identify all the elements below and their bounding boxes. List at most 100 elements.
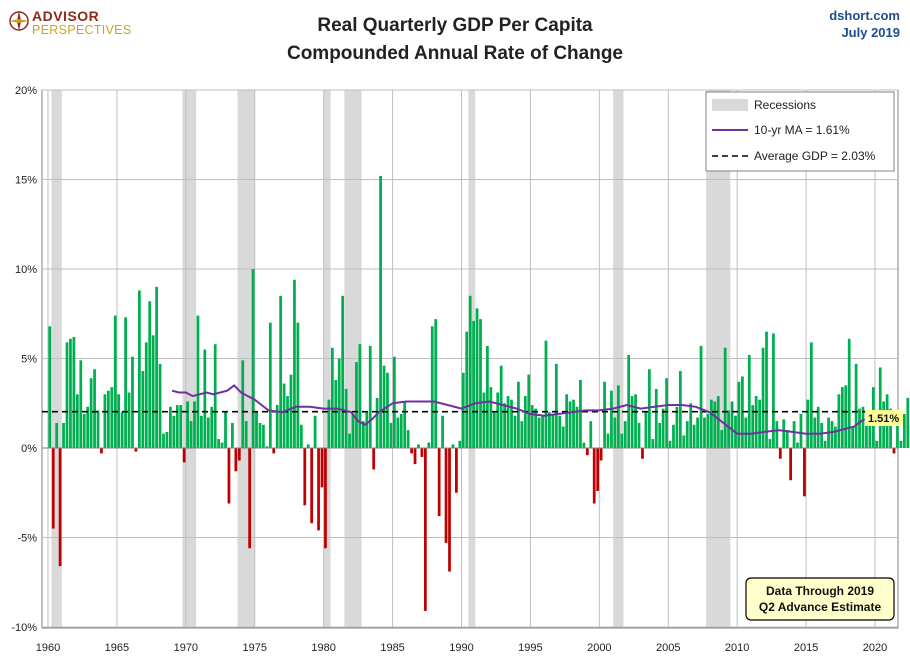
x-tick-label: 1985: [380, 642, 404, 654]
gdp-bar: [861, 406, 865, 448]
gdp-bar: [713, 401, 717, 448]
gdp-bar: [317, 448, 320, 531]
gdp-bar: [179, 405, 183, 448]
gdp-bar: [630, 396, 634, 448]
gdp-bar: [182, 448, 186, 463]
gdp-bar: [299, 424, 303, 448]
gdp-bar: [858, 408, 861, 448]
gdp-bar: [220, 442, 224, 448]
y-axis-ticks: -10% -5% 0% 5% 10% 15% 20%: [11, 85, 37, 634]
gdp-bar: [844, 385, 848, 448]
gdp-bar: [596, 448, 600, 491]
y-tick-label: 5%: [21, 354, 37, 366]
gdp-bar: [834, 426, 837, 448]
x-tick-label: 1995: [518, 642, 542, 654]
gdp-bar: [603, 381, 606, 448]
gdp-bar: [468, 295, 472, 448]
gdp-bar: [169, 406, 172, 448]
gdp-bar: [96, 410, 100, 448]
x-tick-label: 2005: [656, 642, 680, 654]
logo-line1: ADVISOR: [32, 8, 100, 24]
gdp-bar: [710, 399, 713, 448]
gdp-bar: [486, 345, 489, 448]
gdp-bar: [641, 448, 644, 459]
gdp-bar: [244, 421, 248, 448]
gdp-bar: [823, 440, 827, 448]
gdp-bar: [368, 345, 372, 448]
gdp-bar: [251, 269, 255, 448]
gdp-bar: [565, 394, 569, 448]
gdp-bar: [530, 405, 534, 448]
gdp-bar: [420, 448, 424, 457]
gdp-bar: [668, 440, 672, 448]
gdp-bar: [324, 448, 327, 549]
gdp-bars: [48, 175, 910, 611]
gdp-bar: [803, 448, 806, 497]
gdp-bar: [461, 372, 465, 448]
gdp-bar: [348, 433, 351, 448]
gdp-bar: [758, 399, 761, 448]
gdp-bar: [620, 433, 624, 448]
gdp-bar: [479, 319, 482, 448]
gdp-bar: [613, 417, 617, 448]
gdp-bar: [210, 406, 214, 448]
gdp-bar: [437, 448, 441, 517]
gdp-bar: [892, 448, 896, 454]
gdp-bar: [55, 422, 59, 448]
y-tick-label: 10%: [15, 264, 37, 276]
gdp-bar: [792, 421, 796, 448]
gdp-bar: [651, 439, 655, 448]
gdp-bar: [541, 415, 544, 448]
gdp-bar: [275, 405, 279, 448]
gdp-bar: [189, 421, 193, 448]
y-tick-label: 15%: [15, 175, 37, 187]
gdp-bar: [558, 415, 562, 448]
gdp-bar: [231, 422, 234, 448]
gdp-bar: [389, 422, 393, 448]
gdp-bar: [527, 374, 531, 448]
gdp-bar: [789, 448, 793, 481]
gdp-bar: [592, 448, 596, 504]
gdp-bar: [816, 406, 820, 448]
gdp-bar: [144, 342, 148, 448]
gdp-bar: [441, 415, 444, 448]
gdp-bar: [196, 315, 200, 448]
gdp-bar: [330, 347, 334, 448]
gdp-bar: [137, 290, 141, 448]
x-tick-label: 1990: [449, 642, 473, 654]
gdp-bar: [510, 399, 513, 448]
legend-recession-swatch: [712, 99, 748, 111]
logo-line2: PERSPECTIVES: [32, 23, 132, 37]
gdp-bar: [427, 442, 431, 448]
gdp-bar: [337, 358, 341, 448]
gdp-bar: [131, 356, 134, 448]
gdp-bar: [413, 448, 417, 465]
gdp-bar: [496, 392, 500, 448]
gdp-bar: [599, 448, 603, 461]
gdp-bar: [706, 413, 710, 448]
legend-average-label: Average GDP = 2.03%: [754, 149, 876, 163]
gdp-bar: [165, 431, 169, 448]
gdp-bar: [637, 422, 641, 448]
gdp-bar: [747, 354, 751, 448]
gdp-bar: [548, 412, 551, 448]
gdp-bar: [616, 385, 620, 448]
gdp-bar: [399, 413, 403, 448]
gdp-bar: [203, 349, 207, 448]
gdp-bar: [175, 405, 179, 448]
end-value-label: 1.51%: [865, 410, 903, 426]
gdp-bar: [572, 399, 575, 448]
gdp-bar: [375, 397, 379, 448]
gdp-bar: [93, 369, 96, 448]
gdp-bar: [772, 333, 775, 448]
data-note-line1: Data Through 2019: [766, 584, 874, 598]
gdp-bar: [51, 448, 55, 529]
gdp-bar: [634, 394, 637, 448]
gdp-bar: [730, 401, 734, 448]
gdp-bar: [151, 335, 155, 448]
y-tick-label: 20%: [15, 85, 37, 97]
gdp-bar: [737, 381, 741, 448]
gdp-bar: [106, 390, 110, 448]
gdp-bar: [193, 401, 196, 448]
gdp-bar: [227, 448, 231, 504]
